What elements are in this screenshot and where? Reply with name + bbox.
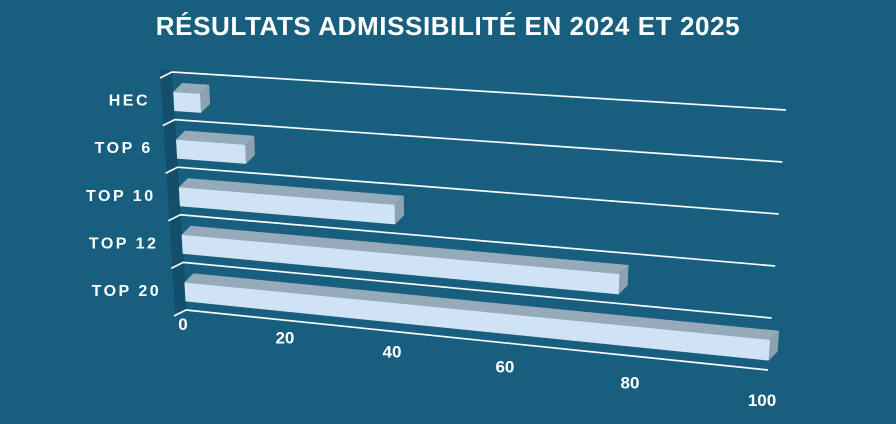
row-gridline	[173, 309, 769, 371]
row-gridline	[162, 118, 783, 163]
bar-top-20	[184, 273, 780, 361]
bar-top-face	[173, 83, 210, 94]
bar-end-face	[618, 265, 629, 295]
side-wall-shadow	[160, 70, 187, 312]
bar-top-face	[184, 273, 780, 340]
bar-top-face	[176, 130, 255, 145]
bar-front-face	[178, 187, 395, 225]
bar-top-12	[181, 225, 629, 295]
x-tick-label: 60	[495, 357, 514, 376]
category-label: TOP 20	[92, 283, 162, 300]
chart-title: RÉSULTATS ADMISSIBILITÉ EN 2024 ET 2025	[155, 11, 741, 41]
bar-hec	[173, 83, 211, 113]
row-gridline	[168, 213, 776, 267]
bar-top-10	[178, 178, 404, 225]
category-label: HEC	[109, 93, 150, 110]
row-gridline	[170, 261, 772, 319]
bar-end-face	[394, 195, 404, 225]
bar-top-face	[178, 178, 404, 205]
row-gridline	[165, 166, 779, 215]
bar-front-face	[176, 139, 246, 164]
x-tick-label: 40	[383, 342, 402, 361]
row-gridline	[159, 71, 787, 111]
bar-end-face	[200, 84, 211, 113]
category-label: TOP 10	[86, 188, 156, 205]
bar-front-face	[173, 92, 202, 113]
bar-end-face	[768, 330, 780, 361]
x-tick-label: 80	[621, 374, 640, 393]
x-tick-label: 100	[748, 391, 776, 410]
x-tick-label: 20	[275, 328, 294, 347]
bar-front-face	[184, 282, 771, 361]
x-tick-label: 0	[178, 315, 187, 334]
bar-top-6	[176, 130, 255, 164]
category-label: TOP 12	[89, 235, 159, 252]
bar-front-face	[181, 234, 620, 295]
bar-top-face	[181, 225, 629, 274]
bar-end-face	[245, 135, 255, 164]
category-label: TOP 6	[95, 140, 153, 157]
